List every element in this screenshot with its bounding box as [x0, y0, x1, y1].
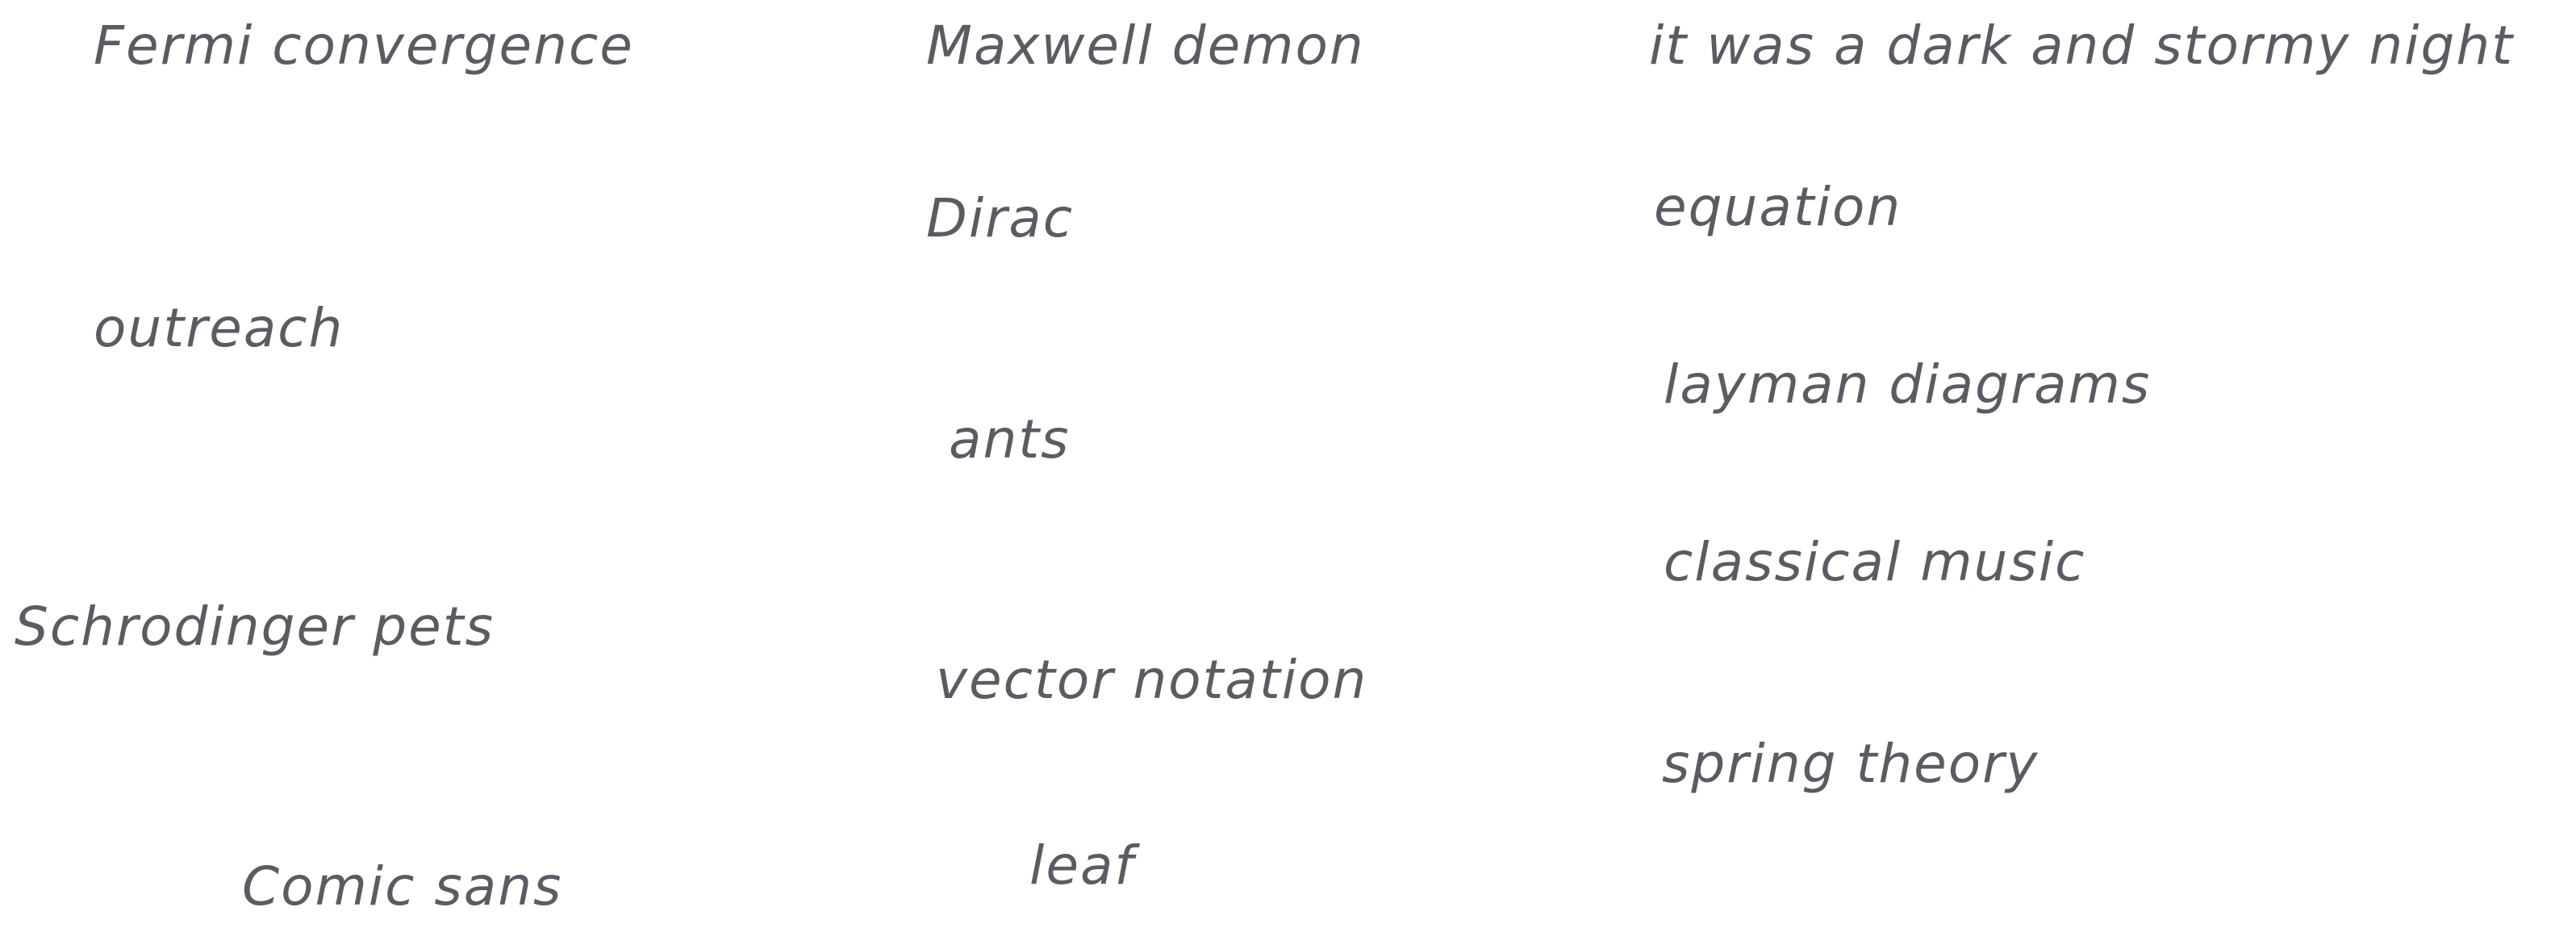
text-item-outreach[interactable]: outreach	[94, 297, 344, 359]
text-item-comic-sans[interactable]: Comic sans	[242, 855, 563, 918]
text-item-fermi-convergence[interactable]: Fermi convergence	[94, 15, 634, 77]
text-item-layman-diagrams[interactable]: layman diagrams	[1664, 353, 2152, 416]
text-item-maxwell-demon[interactable]: Maxwell demon	[926, 15, 1365, 77]
text-item-leaf[interactable]: leaf	[1029, 834, 1135, 897]
text-item-equation[interactable]: equation	[1654, 176, 1902, 238]
text-item-ants[interactable]: ants	[949, 408, 1071, 470]
text-item-classical-music[interactable]: classical music	[1664, 531, 2086, 593]
text-item-dirac[interactable]: Dirac	[926, 187, 1075, 249]
text-item-spring-theory[interactable]: spring theory	[1662, 733, 2040, 795]
text-item-schrodinger-pets[interactable]: Schrodinger pets	[15, 596, 495, 658]
text-item-vector-notation[interactable]: vector notation	[936, 649, 1368, 711]
text-item-dark-and-stormy-night[interactable]: it was a dark and stormy night	[1649, 15, 2515, 77]
